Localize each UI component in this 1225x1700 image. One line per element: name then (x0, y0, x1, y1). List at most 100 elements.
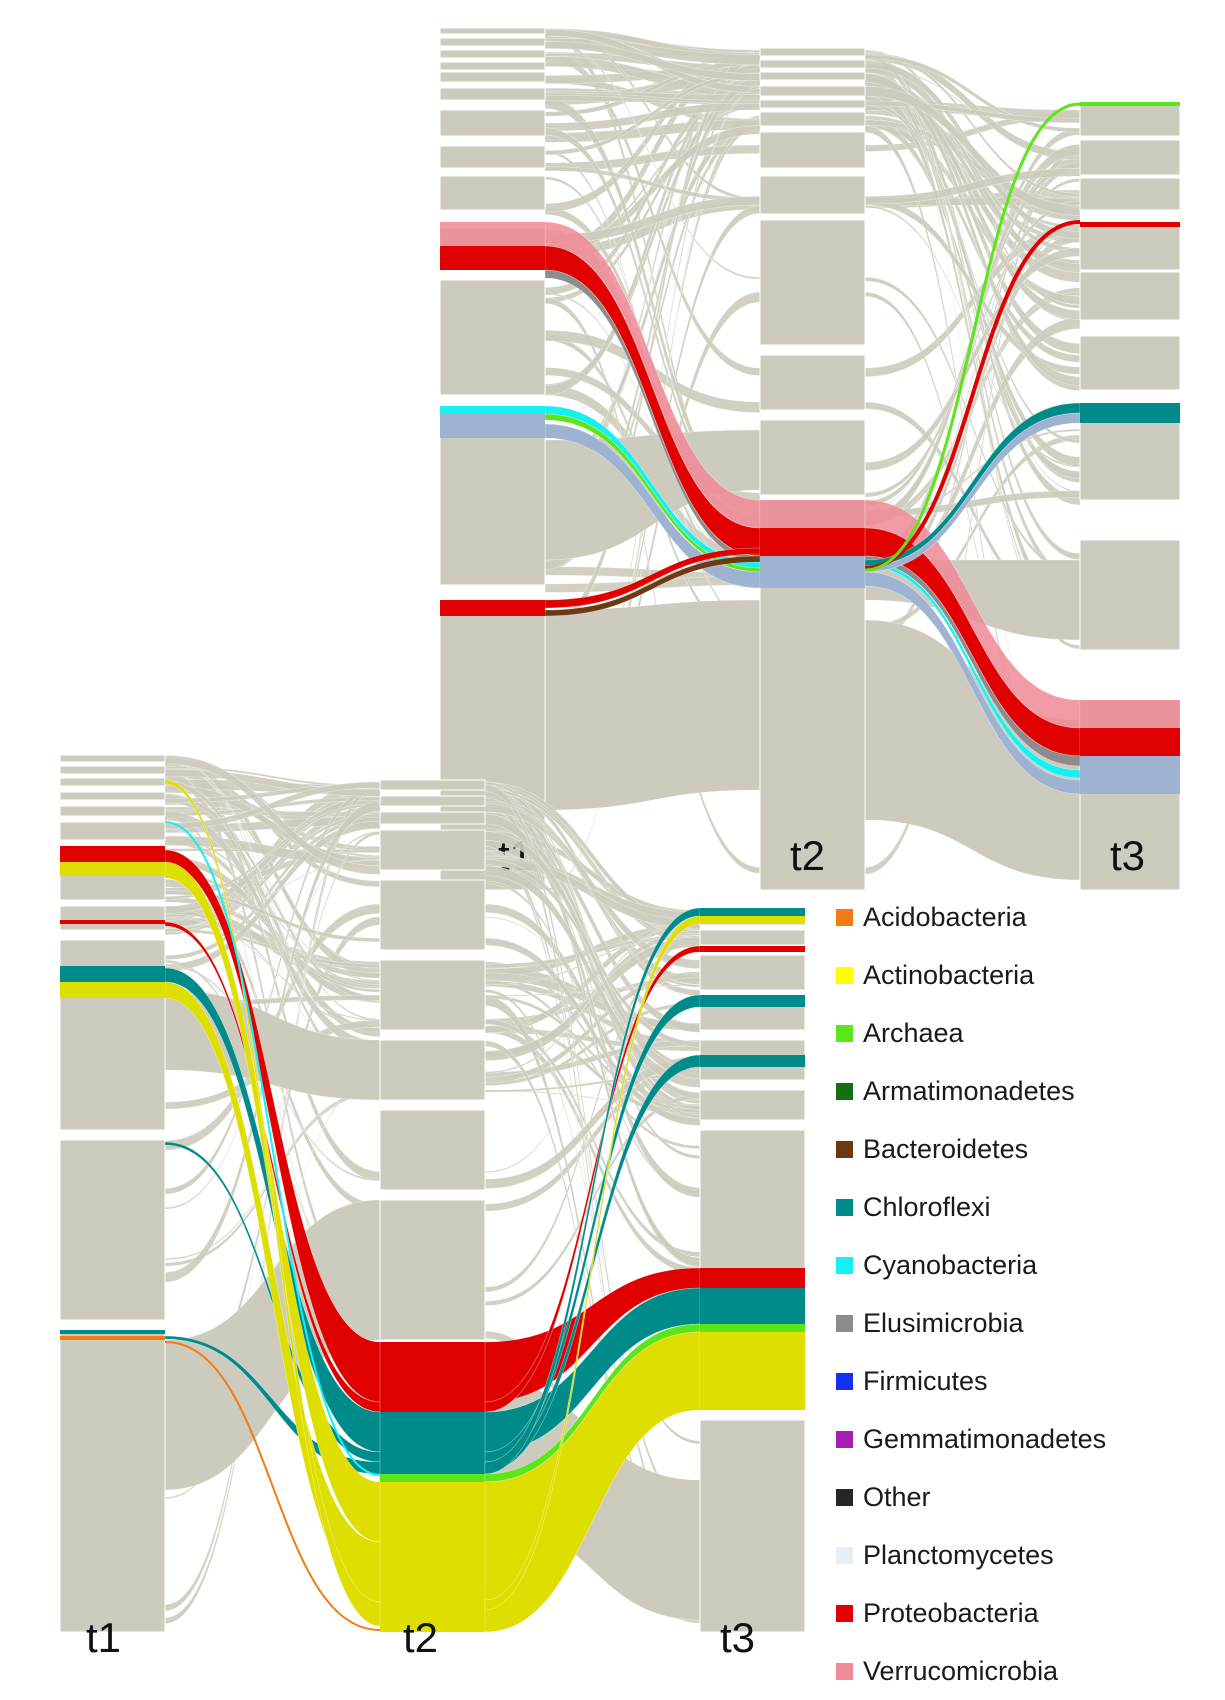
back-node-t2-8 (759, 219, 866, 346)
back-node-t3-7 (1079, 539, 1181, 651)
back-node-t3-verrucomicrobia (1080, 700, 1180, 728)
back-node-t1-4 (439, 71, 546, 83)
back-node-t2-4 (759, 99, 866, 109)
legend-label-bacteroidetes: Bacteroidetes (863, 1133, 1029, 1164)
front-node-t2-proteobacteria (380, 1342, 485, 1412)
back-node-t1-proteobacteria (440, 246, 545, 270)
front-node-t2-7 (379, 1109, 486, 1191)
back-node-t2-5 (759, 111, 866, 127)
legend-label-planctomycetes: Planctomycetes (863, 1539, 1054, 1570)
front-node-t1-0 (59, 754, 166, 763)
legend-label-firmicutes: Firmicutes (863, 1365, 988, 1396)
legend-swatch-archaea (836, 1024, 853, 1042)
back-node-t2-10 (759, 419, 866, 496)
back-node-t2-proteobacteria (760, 528, 865, 556)
back-flow-t1-t2 (544, 101, 761, 132)
back-node-t1-11 (439, 424, 546, 586)
front-node-t2-4 (379, 879, 486, 951)
back-node-t3-5 (1079, 335, 1181, 391)
front-node-t3-chloroflexi-c (700, 1055, 805, 1067)
back-node-t2-verrucomicrobia (760, 500, 865, 528)
front-node-t1-2 (59, 777, 166, 787)
front-node-t2-1 (379, 795, 486, 807)
front-node-t3-2 (699, 954, 806, 991)
legend-item-firmicutes: Firmicutes (836, 1352, 1216, 1410)
back-node-t3-6 (1079, 413, 1181, 501)
legend-label-chloroflexi: Chloroflexi (863, 1191, 991, 1222)
legend-item-planctomycetes: Planctomycetes (836, 1526, 1216, 1584)
legend-swatch-verrucomicrobia (836, 1662, 853, 1680)
back-node-t3-0 (1079, 101, 1181, 137)
back-node-t2-12 (759, 584, 866, 891)
legend-swatch-cyanobacteria (836, 1256, 853, 1274)
front-node-t1-1 (59, 765, 166, 775)
back-node-t1-8 (439, 175, 546, 211)
back-line-proteobacteria-t2-t3 (864, 220, 1081, 570)
front-stage-label-t3: t3 (720, 1614, 755, 1661)
front-node-t1-3 (59, 791, 166, 801)
front-node-t3-1 (699, 929, 806, 946)
front-node-t2-3 (379, 829, 486, 871)
front-node-t3-archaea (700, 1324, 805, 1332)
back-node-t1-3 (439, 61, 546, 71)
front-node-t2-2 (379, 811, 486, 825)
legend-label-armatimonadetes: Armatimonadetes (863, 1075, 1075, 1106)
back-node-t3-3 (1079, 221, 1181, 271)
front-node-t1-actinobacteria (60, 862, 165, 876)
front-node-t3-chloroflexi (700, 1288, 805, 1324)
back-panel-alluvial: t1 t2 t3 (439, 20, 1181, 891)
back-node-t3-1 (1079, 139, 1181, 176)
back-line-archaea-t2-t3 (864, 102, 1081, 572)
front-node-t2-archaea (380, 1474, 485, 1482)
front-flow-t1-t2 (164, 755, 381, 875)
legend-item-armatimonadetes: Armatimonadetes (836, 1062, 1216, 1120)
back-node-t3-proteobacteria-top (1080, 222, 1180, 227)
legend-item-bacteroidetes: Bacteroidetes (836, 1120, 1216, 1178)
legend-swatch-other (836, 1488, 853, 1506)
legend-swatch-planctomycetes (836, 1546, 853, 1564)
front-node-t1-proteobacteria-b (60, 920, 165, 924)
back-node-t1-cyanobacteria (440, 406, 545, 414)
legend-label-cyanobacteria: Cyanobacteria (863, 1249, 1038, 1280)
front-node-t1-11 (59, 1139, 166, 1321)
front-node-t3-chloroflexi-top (700, 908, 805, 916)
back-node-t1-5 (439, 87, 546, 101)
front-node-t2-chloroflexi (380, 1412, 485, 1474)
legend-swatch-bacteroidetes (836, 1140, 853, 1158)
legend-label-actinobacteria: Actinobacteria (863, 959, 1035, 990)
legend-swatch-acidobacteria (836, 908, 853, 926)
front-stage-label-t2: t2 (403, 1614, 438, 1661)
front-node-t1-5 (59, 821, 166, 841)
back-node-t1-2 (439, 49, 546, 59)
back-node-t1-10 (439, 279, 546, 396)
front-panel-highlighted-flows (60, 779, 805, 1633)
front-ribbon-actinobacteria-top-t2-t3 (484, 915, 701, 1611)
legend-label-other: Other (863, 1481, 931, 1512)
front-node-t1-chloroflexi-c (60, 1330, 165, 1334)
front-flow-t2-t3 (484, 937, 701, 1126)
legend-item-verrucomicrobia: Verrucomicrobia (836, 1642, 1216, 1700)
front-node-t1-4 (59, 805, 166, 817)
front-node-t3-6 (699, 1129, 806, 1271)
front-node-t1-actinobacteria-b (60, 982, 165, 998)
legend-item-other: Other (836, 1468, 1216, 1526)
front-line-cyanobacteria-t1-t2 (164, 821, 381, 1476)
legend-swatch-armatimonadetes (836, 1082, 853, 1100)
front-node-t1-proteobacteria (60, 846, 165, 862)
front-flow-t2-t3 (484, 865, 701, 1088)
back-node-t3-chloroflexi (1080, 403, 1180, 423)
back-stage-label-t2: t2 (790, 832, 825, 879)
legend-swatch-elusimicrobia (836, 1314, 853, 1332)
legend-item-actinobacteria: Actinobacteria (836, 946, 1216, 1004)
front-node-t1-10 (59, 984, 166, 1131)
back-node-t1-7 (439, 145, 546, 169)
legend-item-elusimicrobia: Elusimicrobia (836, 1294, 1216, 1352)
back-node-t3-archaea (1080, 102, 1180, 106)
back-node-t2-mixed (760, 556, 865, 588)
back-flow-large-bottom (544, 599, 761, 811)
front-panel-alluvial: t1 t2 t3 (55, 745, 806, 1688)
front-panel-nodes (59, 754, 806, 1633)
back-node-t1-0 (439, 27, 546, 35)
legend-item-cyanobacteria: Cyanobacteria (836, 1236, 1216, 1294)
